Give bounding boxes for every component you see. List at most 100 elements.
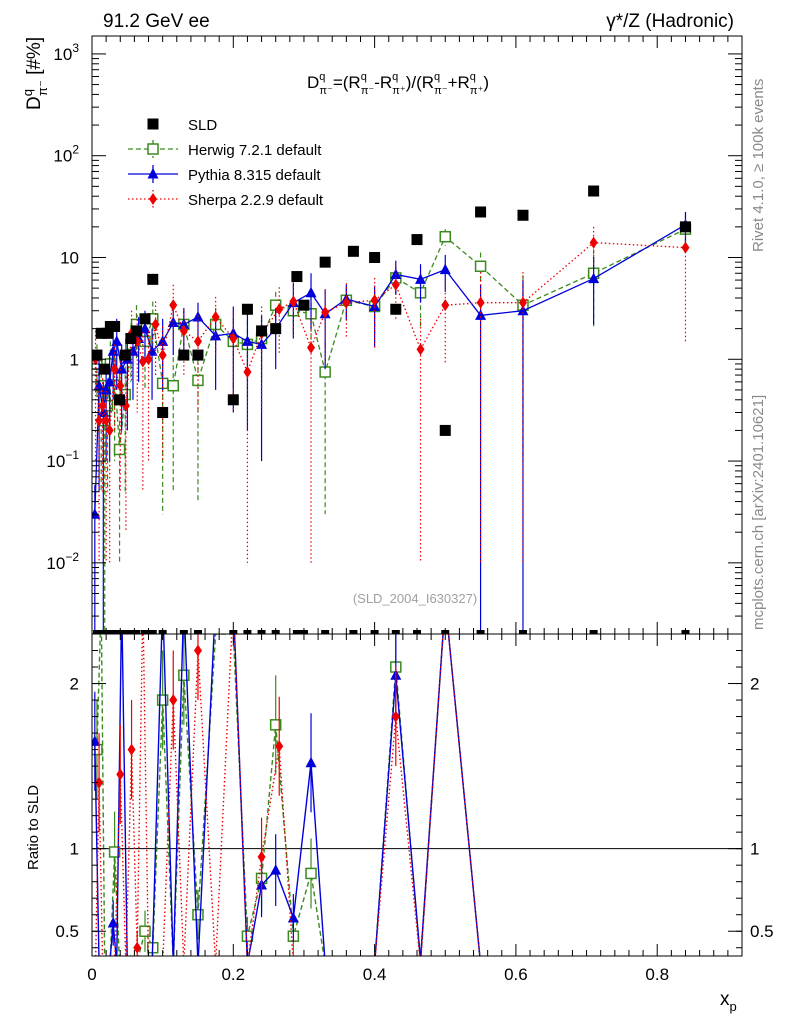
y-axis-label-sup: q (20, 89, 35, 96)
formula-r4: R (458, 73, 470, 92)
y-axis-label-base: D (24, 96, 45, 110)
formula-r4-sub: π⁺ (470, 85, 484, 97)
sld-point (109, 320, 121, 332)
chart-formula: Dq π⁻=(Rq π⁻-Rq π⁺)/(Rq π⁻+Rq π⁺) (307, 71, 489, 97)
ratio-tick-label-left: 2 (70, 675, 79, 694)
y-tick-label-exp: 2 (72, 143, 79, 157)
formula-r1: R (348, 73, 360, 92)
series-sherpa-point (589, 236, 598, 249)
series-pythia-point (415, 273, 427, 284)
series-sherpa-point (243, 365, 252, 378)
series-pythia-point (588, 272, 600, 284)
series-sherpa-point (169, 299, 178, 312)
y-tick-label: 102 (53, 143, 79, 166)
sld-underflow-marker (193, 630, 202, 634)
sld-underflow-marker (132, 630, 141, 634)
sld-underflow-marker (126, 630, 135, 634)
formula-r3-sub: π⁻ (434, 85, 448, 97)
sld-underflow-marker (589, 630, 598, 634)
sld-underflow-marker (106, 630, 115, 634)
series-pythia-point (439, 263, 451, 275)
series-sherpa-point (681, 241, 690, 254)
sld-point (227, 394, 239, 406)
legend-item-sherpa: Sherpa 2.2.9 default (128, 190, 324, 209)
sld-point (347, 245, 359, 257)
header-process-label: γ*/Z (Hadronic) (606, 11, 734, 32)
series-pythia-point (100, 383, 112, 395)
sld-point (114, 394, 126, 406)
formula-r2-sup: q (392, 71, 398, 83)
series-sherpa-point (342, 296, 351, 309)
ratio-pythia-point (92, 735, 101, 746)
sld-point (119, 349, 131, 361)
ratio-sherpa-point (127, 743, 136, 756)
y-tick-label: 10 (60, 248, 79, 267)
series-sherpa-point (95, 414, 104, 427)
sld-point (178, 349, 190, 361)
series-pythia (92, 211, 691, 634)
series-sherpa-point (370, 294, 379, 307)
ratio-herwig-point (178, 669, 190, 682)
ratio-sherpa-point (391, 710, 400, 723)
series-pythia-point (111, 335, 123, 346)
series-herwig-line (96, 228, 686, 450)
formula-r3-sup: q (434, 71, 440, 83)
ratio-sherpa-point (275, 740, 284, 753)
ratio-herwig-point (156, 694, 169, 706)
sld-point (157, 407, 169, 419)
formula-lhs-base: D (307, 73, 319, 92)
ratio-sherpa-point (116, 768, 125, 781)
series-sherpa-point (193, 335, 202, 348)
x-axis-label-sub: p (730, 999, 737, 1014)
ratio-sherpa (94, 634, 481, 956)
series-sherpa-point (110, 363, 119, 376)
series-pythia-point (116, 363, 128, 374)
series-pythia-point (139, 322, 151, 334)
x-tick-label: 0 (87, 965, 96, 984)
series-sherpa-point (416, 343, 425, 356)
sld-point (679, 221, 691, 233)
sld-point (369, 251, 381, 263)
formula-lhs-sub: π⁻ (319, 85, 333, 97)
ratio-pythia-point (107, 916, 119, 928)
series-sherpa-point (138, 355, 147, 368)
ratio-sherpa-point (133, 941, 142, 954)
ratio-herwig-line (96, 634, 481, 956)
analysis-id: (SLD_2004_I630327) (353, 591, 477, 606)
y-axis-label: Dqπ⁻ [#%] (20, 37, 50, 110)
sld-point (298, 299, 310, 311)
sld-point (319, 256, 331, 268)
sld-point (95, 327, 107, 339)
series-pythia-point (178, 318, 190, 329)
series-sherpa-point (211, 311, 220, 324)
ratio-tick-label-left: 1 (70, 840, 79, 859)
ratio-plot-area (92, 634, 742, 956)
ratio-sherpa-point (169, 694, 178, 707)
ratio-sherpa-point (193, 644, 202, 657)
series-sherpa-point (518, 296, 527, 309)
series-herwig-point (439, 230, 452, 243)
ratio-tick-label-right: 0.5 (750, 922, 774, 941)
sld-point (125, 333, 137, 345)
y-tick-label: 1 (70, 350, 79, 369)
sld-underflow-marker (140, 630, 149, 634)
series-pythia-point (93, 379, 105, 391)
sld-underflow-marker (179, 630, 188, 634)
y-axis-label-sub: π⁻ (35, 80, 50, 96)
sld-point (291, 271, 303, 283)
y-axis-label-unit: [#%] (24, 37, 45, 80)
sld-point (517, 209, 529, 221)
legend-item-pythia: Pythia 8.315 default (128, 165, 321, 184)
header-energy-label: 91.2 GeV ee (103, 11, 210, 32)
ratio-herwig (92, 634, 481, 956)
formula-close: ) (483, 73, 489, 92)
sld-underflow-marker (121, 630, 130, 634)
formula-minus: - (374, 73, 380, 92)
series-sherpa-point (476, 296, 485, 309)
y-tick-label-base: 10 (60, 248, 79, 267)
formula-r3: R (422, 73, 434, 92)
ratio-herwig-point (139, 925, 151, 937)
series-sld (92, 185, 691, 634)
ratio-frame (91, 633, 743, 957)
sld-point (270, 323, 282, 335)
